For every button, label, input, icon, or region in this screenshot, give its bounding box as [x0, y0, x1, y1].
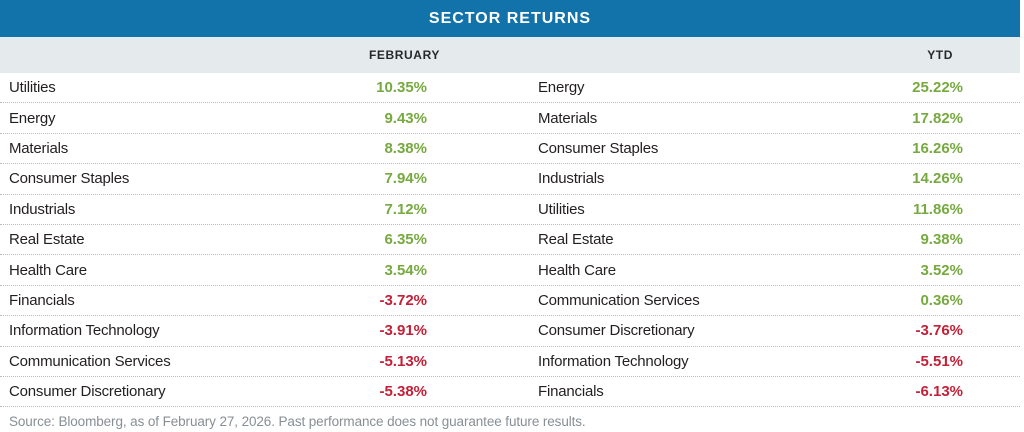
table-row: Communication Services -5.13% Information …	[0, 347, 1020, 377]
sector-label: Information Technology	[538, 352, 689, 370]
ytd-row-cell: Real Estate 9.38%	[510, 231, 1020, 248]
sector-returns-table: Utilities 10.35% Energy 25.22% Energy 9.43% Ma…	[0, 73, 1020, 408]
ytd-row-cell: Information Technology -5.51%	[510, 353, 1020, 370]
sector-return-value: 11.86%	[912, 200, 963, 218]
ytd-row-cell: Health Care 3.52%	[510, 262, 1020, 279]
sector-return-value: 9.43%	[384, 109, 427, 127]
sector-label: Materials	[538, 109, 598, 127]
ytd-column-header: YTD	[927, 48, 953, 62]
ytd-row-cell: Energy 25.22%	[510, 79, 1020, 96]
sector-label: Consumer Discretionary	[538, 322, 695, 340]
february-row-cell: Utilities 10.35%	[0, 79, 510, 96]
february-row-cell: Financials -3.72%	[0, 292, 510, 309]
table-row: Consumer Staples 7.94% Industrials 14.26%	[0, 164, 1020, 195]
sector-label: Consumer Staples	[9, 170, 130, 188]
sector-return-value: -5.13%	[379, 352, 427, 370]
sector-label: Health Care	[9, 261, 87, 279]
table-row: Information Technology -3.91% Consumer Dis…	[0, 316, 1020, 347]
sector-return-value: 14.26%	[912, 170, 963, 188]
sector-return-value: -6.13%	[915, 383, 963, 401]
sector-return-value: 3.52%	[920, 261, 963, 279]
sector-return-value: 9.38%	[920, 231, 963, 249]
sector-label: Industrials	[9, 200, 76, 218]
sector-return-value: 3.54%	[384, 261, 427, 279]
column-header-row: FEBRUARY YTD	[0, 37, 1020, 73]
sector-return-value: -3.76%	[915, 322, 963, 340]
sector-label: Communication Services	[9, 352, 171, 370]
february-column-header: FEBRUARY	[368, 48, 440, 62]
sector-label: Real Estate	[9, 231, 85, 249]
sector-label: Financials	[538, 383, 604, 401]
february-row-cell: Health Care 3.54%	[0, 262, 510, 279]
table-row: Financials -3.72% Communication Services 0.…	[0, 286, 1020, 317]
ytd-row-cell: Utilities 11.86%	[510, 201, 1020, 218]
ytd-row-cell: Consumer Staples 16.26%	[510, 140, 1020, 157]
ytd-row-cell: Consumer Discretionary -3.76%	[510, 322, 1020, 339]
sector-return-value: 10.35%	[376, 79, 427, 97]
table-row: Industrials 7.12% Utilities 11.86%	[0, 195, 1020, 225]
table-row: Health Care 3.54% Health Care 3.52%	[0, 255, 1020, 286]
sector-label: Utilities	[538, 200, 585, 218]
sector-return-value: 16.26%	[912, 139, 963, 157]
sector-label: Consumer Staples	[538, 139, 659, 157]
sector-return-value: -3.91%	[379, 322, 427, 340]
february-row-cell: Communication Services -5.13%	[0, 353, 510, 370]
sector-return-value: 8.38%	[384, 139, 427, 157]
sector-return-value: -5.51%	[915, 352, 963, 370]
ytd-row-cell: Materials 17.82%	[510, 110, 1020, 127]
ytd-row-cell: Financials -6.13%	[510, 383, 1020, 400]
sector-return-value: -3.72%	[379, 291, 427, 309]
sector-label: Energy	[538, 79, 585, 97]
table-row: Utilities 10.35% Energy 25.22%	[0, 73, 1020, 104]
february-row-cell: Real Estate 6.35%	[0, 231, 510, 248]
sector-return-value: 7.94%	[384, 170, 427, 188]
february-row-cell: Consumer Staples 7.94%	[0, 170, 510, 187]
table-row: Energy 9.43% Materials 17.82%	[0, 103, 1020, 134]
sector-label: Industrials	[538, 170, 605, 188]
february-row-cell: Materials 8.38%	[0, 140, 510, 157]
sector-return-value: 0.36%	[920, 291, 963, 309]
february-row-cell: Energy 9.43%	[0, 110, 510, 127]
sector-label: Information Technology	[9, 322, 160, 340]
table-row: Materials 8.38% Consumer Staples 16.26%	[0, 134, 1020, 165]
sector-label: Real Estate	[538, 231, 614, 249]
sector-label: Utilities	[9, 79, 56, 97]
february-row-cell: Industrials 7.12%	[0, 201, 510, 218]
table-row: Consumer Discretionary -5.38% Financials -6…	[0, 377, 1020, 408]
february-row-cell: Consumer Discretionary -5.38%	[0, 383, 510, 400]
february-row-cell: Information Technology -3.91%	[0, 322, 510, 339]
column-header-left: FEBRUARY	[0, 48, 510, 62]
column-header-right: YTD	[510, 48, 1020, 62]
sector-return-value: 25.22%	[912, 79, 963, 97]
source-footnote: Source: Bloomberg, as of February 27, 20…	[9, 414, 586, 430]
sector-return-value: 17.82%	[912, 109, 963, 127]
sector-label: Communication Services	[538, 291, 700, 309]
sector-return-value: 7.12%	[384, 200, 427, 218]
ytd-row-cell: Industrials 14.26%	[510, 170, 1020, 187]
table-row: Real Estate 6.35% Real Estate 9.38%	[0, 225, 1020, 256]
sector-label: Consumer Discretionary	[9, 383, 166, 401]
sector-return-value: -5.38%	[379, 383, 427, 401]
sector-label: Energy	[9, 109, 56, 127]
sector-label: Materials	[9, 139, 69, 157]
sector-label: Financials	[9, 291, 75, 309]
panel-title: SECTOR RETURNS	[0, 0, 1020, 37]
sector-label: Health Care	[538, 261, 616, 279]
sector-return-value: 6.35%	[384, 231, 427, 249]
ytd-row-cell: Communication Services 0.36%	[510, 292, 1020, 309]
